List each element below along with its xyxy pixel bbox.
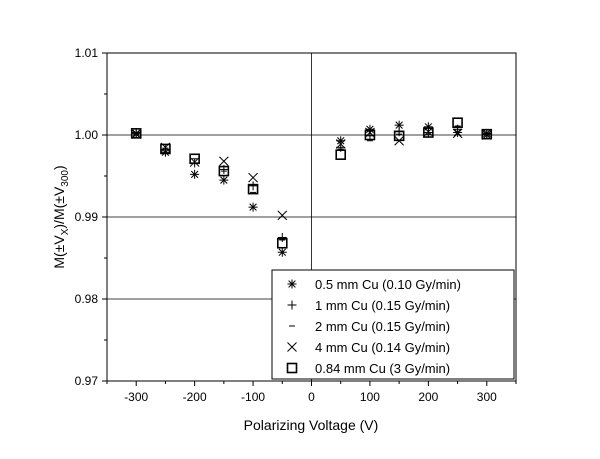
data-point-plus [423,128,433,138]
data-point-open-square [276,237,288,249]
legend-marker-open-square [286,362,298,374]
data-point-plus [248,181,258,191]
data-point-x [452,128,463,139]
data-point-open-square [423,127,434,138]
legend-item: 1 mm Cu (0.15 Gy/min) [287,298,450,313]
data-point-open-square [481,128,493,140]
data-point-x [219,156,229,167]
y-axis-title-part-2: )/M(±V [51,186,67,229]
data-point-open-square [335,149,347,160]
data-point-open-square [247,183,259,195]
x-tick-label: 0 [308,390,315,404]
legend-label: 1 mm Cu (0.15 Gy/min) [315,298,450,313]
data-point-open-square [218,165,230,177]
x-tick-label: 300 [477,390,497,404]
y-tick-label: 0.98 [75,292,99,306]
legend-label: 0.84 mm Cu (3 Gy/min) [315,361,450,376]
legend-marker-x [287,342,297,352]
data-point-asterisk [248,202,258,212]
data-point-asterisk [277,247,287,257]
y-tick-label: 1.00 [75,128,99,142]
legend-item: 4 mm Cu (0.14 Gy/min) [287,340,450,355]
data-point-open-square [393,130,405,142]
legend-label: 4 mm Cu (0.14 Gy/min) [315,340,450,355]
x-tick-label: 200 [418,390,438,404]
series-5 [130,117,493,249]
y-tick-label: 0.99 [75,210,99,224]
legend-box [271,269,515,380]
x-axis-title: Polarizing Voltage (V) [244,417,379,433]
x-tick-label: -200 [183,390,207,404]
x-tick-label: 100 [360,390,380,404]
data-point-open-square [160,143,171,155]
y-tick-label: 0.97 [75,374,99,388]
legend-label: 2 mm Cu (0.15 Gy/min) [315,319,450,334]
data-point-x [248,172,258,183]
data-point-x [189,157,200,167]
legend-item: 0.84 mm Cu (3 Gy/min) [286,361,450,376]
y-axis-title-sub-1: X [60,228,71,235]
y-axis-title-part-1: M(±V [51,235,67,269]
legend-label: 0.5 mm Cu (0.10 Gy/min) [315,277,461,292]
data-point-x [365,127,375,138]
x-tick-label: -300 [124,390,148,404]
ticks-layer: -300 -200 -100 0 100 200 300 0.97 0.98 0.99 1.00 1.… [75,46,517,404]
legend-marker-plus [287,300,297,310]
data-point-open-square [364,129,376,141]
points-layer [130,117,493,257]
data-point-x [277,210,288,221]
data-point-plus [277,233,287,242]
legend-item: 0.5 mm Cu (0.10 Gy/min) [287,277,461,292]
data-point-open-square [130,128,142,139]
data-point-open-square [189,153,200,165]
y-tick-label: 1.01 [75,46,99,60]
data-point-x [335,139,346,149]
legend-item: 2 mm Cu (0.15 Gy/min) [289,319,450,334]
y-axis-title: M(±VX)/M(±V300) [51,165,71,268]
data-point-open-square [452,117,463,128]
y-axis-title-sub-2: 300 [60,170,71,187]
legend-marker-asterisk [287,279,297,289]
data-point-asterisk [190,169,200,179]
legend: 0.5 mm Cu (0.10 Gy/min) 1 mm Cu (0.15 Gy/… [271,269,515,380]
y-axis-title-part-3: ) [51,165,67,170]
x-tick-label: -100 [241,390,265,404]
data-point-asterisk [219,175,229,185]
